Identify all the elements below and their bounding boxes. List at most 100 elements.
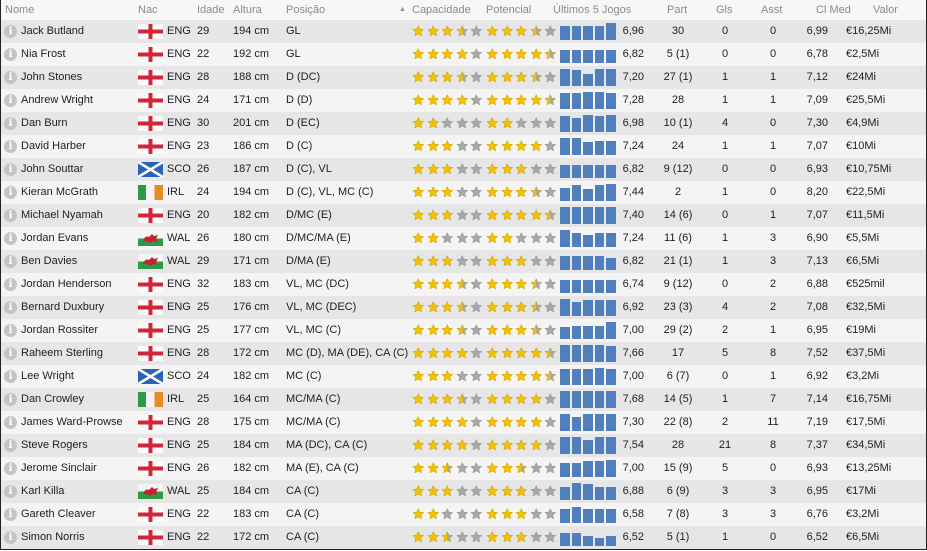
- player-row[interactable]: i James Ward-Prowse ENG 28 175 cm MC/MA …: [1, 411, 926, 434]
- player-row[interactable]: i Bernard Duxbury ENG 25 176 cm VL, MC (…: [1, 296, 926, 319]
- player-name[interactable]: John Souttar: [21, 163, 84, 175]
- info-icon[interactable]: i: [4, 94, 17, 107]
- player-name[interactable]: Steve Rogers: [21, 439, 88, 451]
- player-row[interactable]: i Nia Frost ENG 22 192 cm GL 6,82 5 (1) …: [1, 43, 926, 66]
- player-row[interactable]: i Gareth Cleaver ENG 22 183 cm CA (C) 6,…: [1, 503, 926, 526]
- player-row[interactable]: i Steve Rogers ENG 25 184 cm MA (DC), CA…: [1, 434, 926, 457]
- info-icon[interactable]: i: [4, 48, 17, 61]
- col-header-apps[interactable]: Part: [667, 4, 688, 16]
- info-icon[interactable]: i: [4, 301, 17, 314]
- info-icon[interactable]: i: [4, 117, 17, 130]
- player-name[interactable]: David Harber: [21, 140, 86, 152]
- player-row[interactable]: i Jordan Henderson ENG 32 183 cm VL, MC …: [1, 273, 926, 296]
- nationality: ENG: [167, 71, 191, 83]
- star-icon: [412, 25, 425, 37]
- info-icon[interactable]: i: [4, 439, 17, 452]
- info-icon[interactable]: i: [4, 278, 17, 291]
- player-row[interactable]: i Jerome Sinclair ENG 26 182 cm MA (E), …: [1, 457, 926, 480]
- player-row[interactable]: i Jack Butland ENG 29 194 cm GL 6,96 30 …: [1, 20, 926, 43]
- col-header-nat[interactable]: Nac: [138, 4, 158, 16]
- height: 188 cm: [233, 71, 270, 83]
- player-row[interactable]: i Simon Norris ENG 22 172 cm CA (C) 6,52…: [1, 526, 926, 549]
- player-name[interactable]: Dan Crowley: [21, 393, 84, 405]
- player-row[interactable]: i Andrew Wright ENG 24 171 cm D (D) 7,28…: [1, 89, 926, 112]
- player-row[interactable]: i Lee Wright SCO 24 182 cm MC (C) 7,00 6…: [1, 365, 926, 388]
- info-icon[interactable]: i: [4, 393, 17, 406]
- star-icon: [529, 324, 542, 336]
- col-header-form[interactable]: Últimos 5 Jogos: [553, 4, 632, 16]
- player-name[interactable]: John Stones: [21, 71, 83, 83]
- info-icon[interactable]: i: [4, 25, 17, 38]
- col-header-potential[interactable]: Potencial: [486, 4, 532, 16]
- nationality: ENG: [167, 347, 191, 359]
- info-icon[interactable]: i: [4, 255, 17, 268]
- player-name[interactable]: Karl Killa: [21, 485, 65, 497]
- info-icon[interactable]: i: [4, 186, 17, 199]
- player-row[interactable]: i Karl Killa WAL 25 184 cm CA (C) 6,88 6…: [1, 480, 926, 503]
- col-header-ability[interactable]: Capacidade: [412, 4, 471, 16]
- player-name[interactable]: Kieran McGrath: [21, 186, 99, 198]
- info-icon[interactable]: i: [4, 485, 17, 498]
- position: D (DC): [286, 71, 321, 83]
- player-row[interactable]: i Jordan Rossiter ENG 25 177 cm VL, MC (…: [1, 319, 926, 342]
- potential-stars: [485, 508, 558, 520]
- star-icon: [455, 71, 468, 83]
- col-header-height[interactable]: Altura: [233, 4, 262, 16]
- player-name[interactable]: Gareth Cleaver: [21, 508, 96, 520]
- player-row[interactable]: i Dan Burn ENG 30 201 cm D (EC) 6,98 10 …: [1, 112, 926, 135]
- star-icon: [426, 209, 439, 221]
- player-name[interactable]: Nia Frost: [21, 48, 66, 60]
- player-row[interactable]: i David Harber ENG 23 186 cm D (C) 7,24 …: [1, 135, 926, 158]
- col-header-avg-rating[interactable]: Cl Med: [816, 4, 851, 16]
- star-icon: [486, 94, 499, 106]
- player-name[interactable]: Andrew Wright: [21, 94, 93, 106]
- col-header-age[interactable]: Idade: [197, 4, 225, 16]
- info-icon[interactable]: i: [4, 462, 17, 475]
- info-icon[interactable]: i: [4, 508, 17, 521]
- player-name[interactable]: Raheem Sterling: [21, 347, 103, 359]
- col-header-goals[interactable]: Gls: [716, 4, 733, 16]
- col-header-name[interactable]: Nome: [5, 4, 35, 16]
- player-row[interactable]: i John Souttar SCO 26 187 cm D (C), VL 6…: [1, 158, 926, 181]
- player-name[interactable]: Jerome Sinclair: [21, 462, 97, 474]
- player-name[interactable]: Jordan Evans: [21, 232, 89, 244]
- player-name[interactable]: Michael Nyamah: [21, 209, 103, 221]
- player-name[interactable]: James Ward-Prowse: [21, 416, 123, 428]
- info-icon[interactable]: i: [4, 163, 17, 176]
- info-icon[interactable]: i: [4, 232, 17, 245]
- star-icon: [455, 531, 468, 543]
- info-icon[interactable]: i: [4, 531, 17, 544]
- info-icon[interactable]: i: [4, 416, 17, 429]
- star-icon: [529, 439, 542, 451]
- form-bar: [571, 369, 582, 385]
- col-header-assists[interactable]: Asst: [761, 4, 783, 16]
- player-row[interactable]: i Jordan Evans WAL 26 180 cm D/MC/MA (E)…: [1, 227, 926, 250]
- info-icon[interactable]: i: [4, 209, 17, 222]
- player-name[interactable]: Jordan Henderson: [21, 278, 112, 290]
- player-row[interactable]: i Michael Nyamah ENG 20 182 cm D/MC (E) …: [1, 204, 926, 227]
- player-name[interactable]: Bernard Duxbury: [21, 301, 105, 313]
- player-row[interactable]: i Dan Crowley IRL 25 164 cm MC/MA (C) 7,…: [1, 388, 926, 411]
- col-header-value[interactable]: Valor: [873, 4, 898, 16]
- player-name[interactable]: Jordan Rossiter: [21, 324, 99, 336]
- player-row[interactable]: i Kieran McGrath IRL 24 194 cm D (C), VL…: [1, 181, 926, 204]
- player-name[interactable]: Dan Burn: [21, 117, 68, 129]
- player-name[interactable]: Simon Norris: [21, 531, 85, 543]
- player-name[interactable]: Lee Wright: [21, 370, 74, 382]
- player-name[interactable]: Jack Butland: [21, 25, 84, 37]
- info-icon[interactable]: i: [4, 71, 17, 84]
- appearances: 23 (3): [663, 301, 693, 313]
- age: 24: [197, 186, 210, 198]
- info-icon[interactable]: i: [4, 347, 17, 360]
- goals: 1: [721, 232, 729, 244]
- player-row[interactable]: i Raheem Sterling ENG 28 172 cm MC (D), …: [1, 342, 926, 365]
- info-icon[interactable]: i: [4, 324, 17, 337]
- col-header-position[interactable]: Posição: [286, 4, 326, 16]
- star-icon: [544, 347, 557, 359]
- player-row[interactable]: i Ben Davies WAL 29 171 cm D/MA (E) 6,82…: [1, 250, 926, 273]
- player-row[interactable]: i John Stones ENG 28 188 cm D (DC) 7,20 …: [1, 66, 926, 89]
- info-icon[interactable]: i: [4, 370, 17, 383]
- info-icon[interactable]: i: [4, 140, 17, 153]
- player-name[interactable]: Ben Davies: [21, 255, 78, 267]
- value: €11,5Mi: [846, 209, 885, 221]
